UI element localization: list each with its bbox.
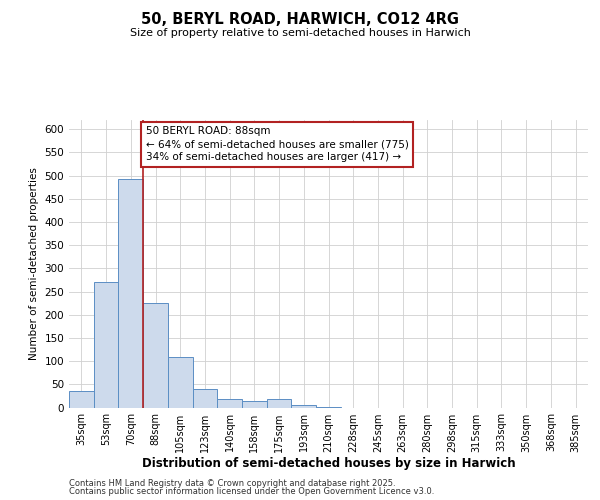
Bar	[118, 179, 143, 408]
Bar	[292, 405, 316, 407]
Text: 50 BERYL ROAD: 88sqm
← 64% of semi-detached houses are smaller (775)
34% of semi: 50 BERYL ROAD: 88sqm ← 64% of semi-detac…	[146, 126, 409, 162]
Bar	[69, 392, 94, 407]
Y-axis label: Number of semi-detached properties: Number of semi-detached properties	[29, 168, 39, 360]
Bar	[143, 303, 168, 408]
Text: Size of property relative to semi-detached houses in Harwich: Size of property relative to semi-detach…	[130, 28, 470, 38]
Bar	[168, 358, 193, 408]
Bar	[94, 282, 118, 408]
Text: Contains HM Land Registry data © Crown copyright and database right 2025.: Contains HM Land Registry data © Crown c…	[69, 478, 395, 488]
Bar	[267, 399, 292, 407]
Bar	[217, 399, 242, 407]
Text: 50, BERYL ROAD, HARWICH, CO12 4RG: 50, BERYL ROAD, HARWICH, CO12 4RG	[141, 12, 459, 28]
X-axis label: Distribution of semi-detached houses by size in Harwich: Distribution of semi-detached houses by …	[142, 458, 515, 470]
Text: Contains public sector information licensed under the Open Government Licence v3: Contains public sector information licen…	[69, 487, 434, 496]
Bar	[193, 389, 217, 407]
Bar	[242, 400, 267, 407]
